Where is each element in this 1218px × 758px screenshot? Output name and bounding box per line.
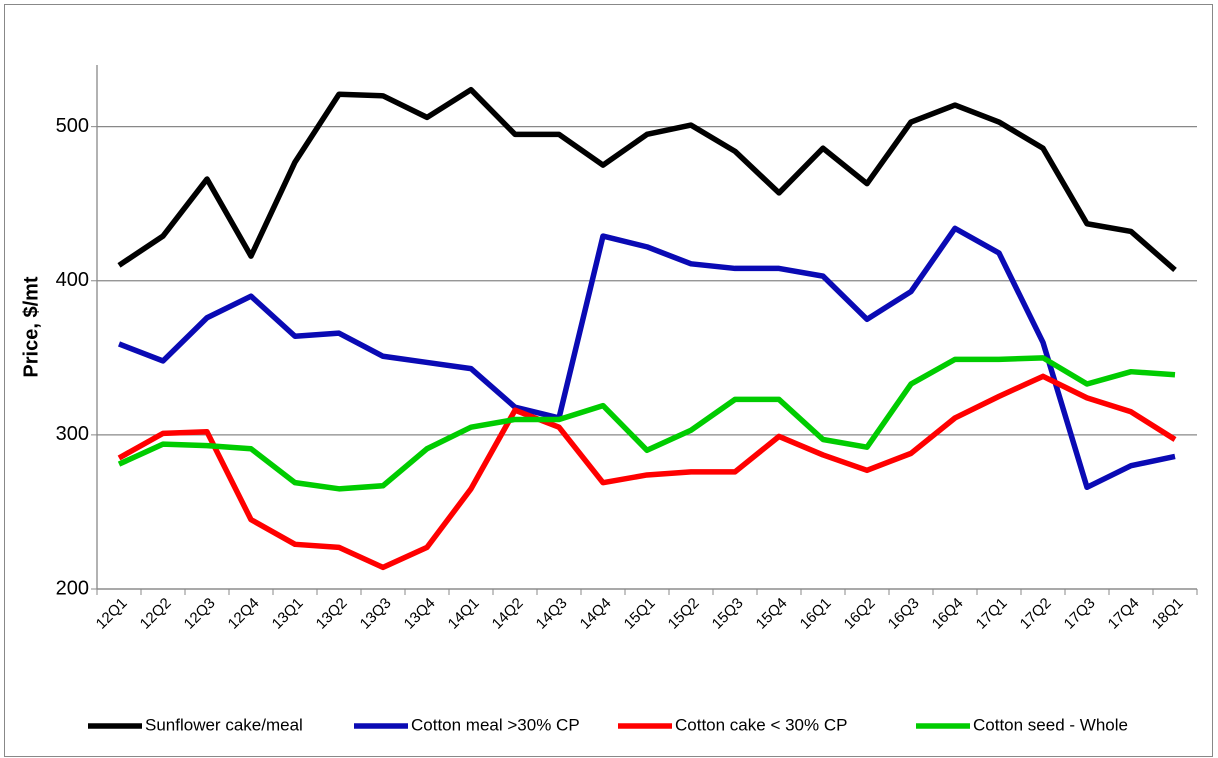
series-line [117, 355, 1176, 492]
y-tick-label: 500 [56, 115, 89, 137]
series-line [117, 373, 1177, 571]
legend-label: Cotton cake < 30% CP [675, 715, 847, 734]
y-tick-label: 200 [56, 577, 89, 599]
legend-label: Cotton meal >30% CP [411, 715, 580, 734]
y-axis-label: Price, $/mt [20, 276, 42, 378]
y-tick-label: 300 [56, 423, 89, 445]
legend-label: Sunflower cake/meal [145, 715, 303, 734]
y-tick-label: 400 [56, 269, 89, 291]
legend-label: Cotton seed - Whole [973, 715, 1128, 734]
series-line [118, 225, 1176, 491]
series-line [117, 86, 1177, 273]
